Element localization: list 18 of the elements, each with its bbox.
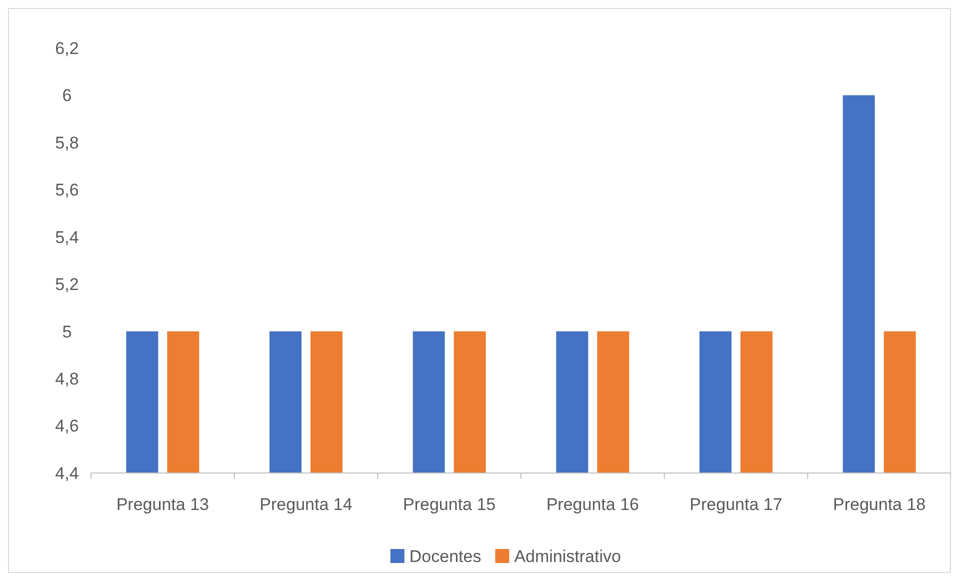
x-tick-label: Pregunta 17 <box>690 495 782 514</box>
y-tick-label: 4,4 <box>55 464 79 483</box>
x-tick-label: Pregunta 13 <box>116 495 209 514</box>
y-tick-label: 4,8 <box>55 370 79 389</box>
y-tick-label: 6,2 <box>55 38 79 58</box>
y-tick-label: 5,2 <box>55 275 79 294</box>
x-tick-label: Pregunta 18 <box>833 495 926 514</box>
y-tick-label: 5 <box>62 322 72 342</box>
y-tick-label: 5,8 <box>55 133 79 152</box>
y-tick-label: 5,6 <box>55 180 79 200</box>
x-tick-label: Pregunta 15 <box>403 495 496 514</box>
x-tick-label: Pregunta 16 <box>546 495 639 514</box>
y-tick-label: 6 <box>62 86 72 106</box>
x-tick-label: Pregunta 14 <box>260 495 352 514</box>
y-tick-label: 4,6 <box>55 416 79 436</box>
legend-label: Administrativo <box>514 547 621 566</box>
legend-label: Docentes <box>409 547 482 566</box>
y-tick-label: 5,4 <box>55 228 79 247</box>
